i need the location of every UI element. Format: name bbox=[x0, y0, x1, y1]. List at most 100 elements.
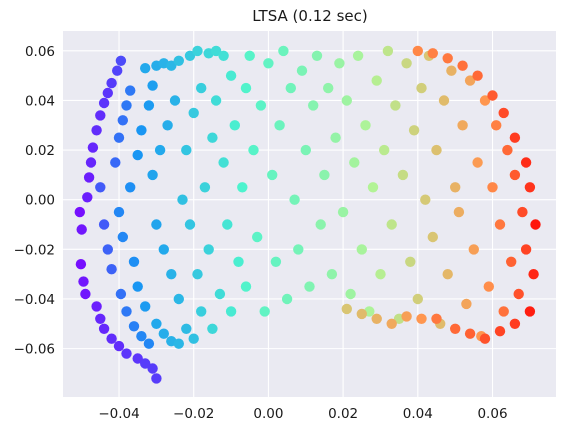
data-point bbox=[98, 97, 110, 109]
data-point bbox=[371, 313, 382, 324]
data-point bbox=[147, 169, 158, 181]
y-tick-label: 0.00 bbox=[25, 193, 55, 209]
data-point bbox=[293, 244, 304, 255]
data-point bbox=[367, 182, 379, 193]
data-point bbox=[115, 55, 127, 66]
data-point bbox=[147, 363, 158, 374]
data-point bbox=[177, 194, 188, 205]
data-point bbox=[151, 318, 162, 329]
data-point bbox=[341, 303, 352, 315]
data-point bbox=[106, 333, 117, 344]
data-point bbox=[102, 87, 114, 99]
data-point bbox=[491, 120, 502, 131]
data-point bbox=[113, 206, 125, 218]
y-tick-label: 0.04 bbox=[25, 93, 55, 109]
data-point bbox=[121, 100, 132, 111]
data-point bbox=[244, 50, 255, 61]
data-point bbox=[248, 144, 259, 156]
data-point bbox=[233, 256, 244, 267]
data-point bbox=[375, 269, 386, 280]
data-point bbox=[128, 256, 140, 267]
data-point bbox=[472, 70, 483, 81]
data-point bbox=[95, 313, 106, 324]
y-tick-label: 0.02 bbox=[25, 143, 55, 159]
data-point bbox=[75, 259, 87, 270]
x-axis-tick-labels: −0.04 −0.02 0.00 0.02 0.04 0.06 bbox=[98, 406, 507, 422]
data-point bbox=[468, 244, 479, 255]
data-point bbox=[255, 100, 267, 111]
data-point bbox=[237, 182, 248, 193]
data-point bbox=[225, 70, 237, 81]
data-point bbox=[210, 45, 222, 57]
data-point bbox=[457, 60, 468, 71]
data-point bbox=[494, 219, 506, 230]
data-point bbox=[319, 169, 330, 181]
data-point bbox=[334, 58, 345, 69]
data-point bbox=[218, 157, 229, 168]
data-point bbox=[121, 306, 132, 317]
data-point bbox=[140, 358, 151, 369]
data-point bbox=[181, 323, 192, 334]
x-tick-label: 0.02 bbox=[328, 406, 358, 422]
data-point bbox=[479, 95, 491, 106]
data-point bbox=[349, 157, 360, 168]
data-point bbox=[125, 85, 136, 96]
data-point bbox=[502, 144, 513, 156]
data-point bbox=[416, 82, 427, 94]
data-point bbox=[509, 132, 521, 143]
data-point bbox=[113, 340, 125, 352]
data-point bbox=[106, 264, 117, 275]
data-point bbox=[520, 244, 532, 255]
data-point bbox=[192, 269, 203, 280]
data-point bbox=[87, 142, 99, 153]
data-point bbox=[95, 110, 106, 121]
x-tick-label: −0.04 bbox=[98, 406, 139, 422]
data-point bbox=[513, 288, 524, 300]
data-point bbox=[487, 90, 498, 101]
data-point bbox=[405, 256, 416, 267]
data-point bbox=[207, 323, 218, 334]
data-point bbox=[117, 115, 128, 126]
data-point bbox=[106, 77, 117, 89]
data-point bbox=[520, 157, 532, 168]
data-point bbox=[274, 120, 285, 131]
data-point bbox=[450, 182, 461, 193]
data-point bbox=[196, 82, 207, 94]
data-point bbox=[158, 328, 169, 339]
data-point bbox=[285, 82, 296, 94]
data-point bbox=[308, 100, 319, 111]
data-point bbox=[311, 50, 323, 61]
data-point bbox=[360, 120, 371, 131]
data-point bbox=[278, 45, 289, 57]
data-point bbox=[487, 182, 498, 193]
data-point bbox=[218, 50, 229, 61]
data-point bbox=[464, 328, 476, 339]
data-point bbox=[169, 95, 181, 106]
data-point bbox=[166, 269, 177, 280]
data-point bbox=[184, 50, 196, 61]
data-point bbox=[408, 125, 420, 136]
data-point bbox=[483, 281, 494, 292]
x-tick-label: 0.04 bbox=[403, 406, 433, 422]
data-point bbox=[147, 80, 158, 91]
data-point bbox=[210, 95, 222, 106]
data-point bbox=[300, 144, 311, 156]
data-point bbox=[132, 281, 143, 292]
data-point bbox=[225, 306, 237, 317]
data-point bbox=[173, 293, 184, 305]
data-point bbox=[112, 65, 123, 76]
data-point bbox=[270, 256, 282, 267]
data-point bbox=[386, 219, 397, 230]
data-point bbox=[289, 194, 300, 205]
data-point bbox=[446, 65, 457, 76]
data-point bbox=[356, 308, 367, 320]
y-tick-label: −0.02 bbox=[14, 242, 55, 258]
data-point bbox=[151, 373, 162, 384]
data-point bbox=[140, 62, 151, 74]
data-point bbox=[472, 157, 483, 168]
data-point bbox=[82, 192, 93, 203]
data-point bbox=[498, 107, 509, 119]
data-point bbox=[379, 144, 390, 156]
data-point bbox=[74, 206, 86, 218]
